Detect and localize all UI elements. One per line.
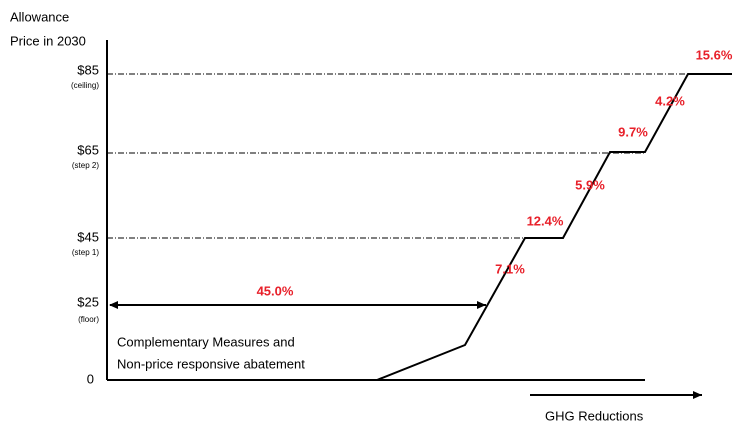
y-tick-label: $85	[77, 62, 99, 77]
annotation: Non-price responsive abatement	[117, 356, 305, 371]
share-label: 45.0%	[257, 283, 294, 298]
segment-label: 12.4%	[527, 213, 564, 228]
y-tick-label: $25	[77, 294, 99, 309]
segment-label: 4.2%	[655, 93, 685, 108]
y-tick-label: $65	[77, 142, 99, 157]
segment-label: 7.1%	[495, 261, 525, 276]
y-zero-label: 0	[87, 371, 94, 386]
segment-label: 9.7%	[618, 124, 648, 139]
supply-curve	[376, 73, 732, 381]
y-axis-title: Price in 2030	[10, 33, 86, 48]
segment-label: 15.6%	[696, 47, 733, 62]
y-tick-note: (step 2)	[72, 161, 99, 170]
y-tick-label: $45	[77, 229, 99, 244]
y-axis-title: Allowance	[10, 9, 69, 24]
y-tick-note: (floor)	[78, 315, 99, 324]
segment-label: 5.9%	[575, 177, 605, 192]
x-axis-label: GHG Reductions	[545, 408, 644, 423]
y-tick-note: (step 1)	[72, 248, 99, 257]
annotation: Complementary Measures and	[117, 334, 295, 349]
y-tick-note: (ceiling)	[71, 81, 99, 90]
